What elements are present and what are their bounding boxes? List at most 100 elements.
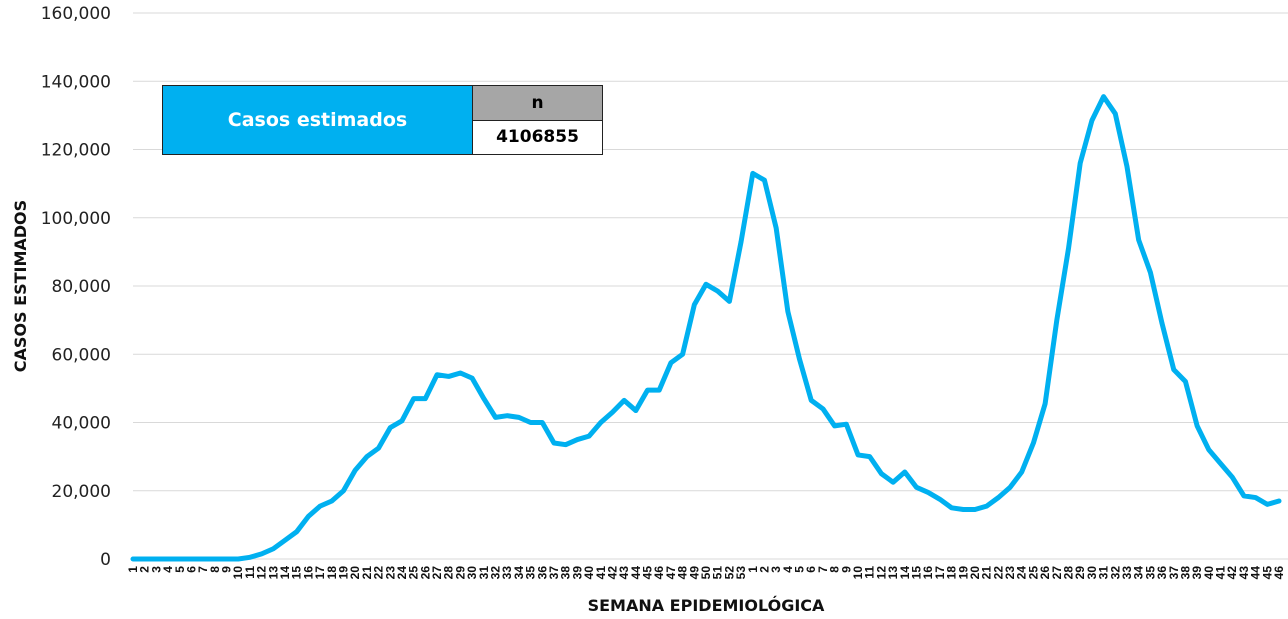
x-tick-label: 30 xyxy=(465,566,479,580)
x-tick-label: 18 xyxy=(325,566,339,580)
x-tick-label: 17 xyxy=(933,566,947,580)
x-tick-label: 26 xyxy=(418,566,432,580)
x-tick-label: 20 xyxy=(348,566,362,580)
x-tick-label: 45 xyxy=(1260,566,1274,580)
x-tick-label: 38 xyxy=(559,566,573,580)
x-tick-label: 15 xyxy=(909,566,923,580)
x-tick-label: 1 xyxy=(746,566,760,573)
x-tick-label: 7 xyxy=(196,566,210,573)
x-tick-label: 25 xyxy=(1026,566,1040,580)
x-tick-label: 36 xyxy=(535,566,549,580)
x-tick-label: 42 xyxy=(605,566,619,580)
x-tick-label: 22 xyxy=(372,566,386,580)
x-tick-label: 5 xyxy=(793,566,807,573)
x-tick-label: 32 xyxy=(489,566,503,580)
y-tick-label: 160,000 xyxy=(41,4,111,24)
x-tick-label: 10 xyxy=(231,566,245,580)
x-tick-label: 33 xyxy=(500,566,514,580)
y-tick-label: 20,000 xyxy=(52,482,111,502)
info-n-value: 4106855 xyxy=(472,119,603,155)
info-label: Casos estimados xyxy=(162,85,473,155)
x-tick-label: 31 xyxy=(477,566,491,580)
x-tick-label: 25 xyxy=(407,566,421,580)
x-tick-label: 4 xyxy=(161,566,175,573)
y-tick-label: 140,000 xyxy=(41,72,111,92)
x-tick-label: 37 xyxy=(1167,566,1181,580)
x-tick-label: 9 xyxy=(220,566,234,573)
x-tick-label: 46 xyxy=(1272,566,1286,580)
x-tick-label: 29 xyxy=(453,566,467,580)
x-tick-label: 7 xyxy=(816,566,830,573)
y-tick-label: 60,000 xyxy=(52,345,111,365)
x-tick-label: 41 xyxy=(1214,566,1228,580)
x-tick-label: 12 xyxy=(255,566,269,580)
x-tick-label: 15 xyxy=(290,566,304,580)
x-tick-label: 3 xyxy=(149,566,163,573)
x-tick-label: 9 xyxy=(839,566,853,573)
x-tick-label: 37 xyxy=(547,566,561,580)
x-tick-label: 10 xyxy=(851,566,865,580)
x-tick-label: 19 xyxy=(956,566,970,580)
x-tick-label: 13 xyxy=(266,566,280,580)
x-tick-label: 47 xyxy=(664,566,678,580)
y-tick-label: 80,000 xyxy=(52,277,111,297)
x-tick-label: 45 xyxy=(641,566,655,580)
x-tick-label: 19 xyxy=(336,566,350,580)
x-tick-label: 14 xyxy=(278,566,292,580)
x-tick-label: 31 xyxy=(1097,566,1111,580)
x-tick-label: 8 xyxy=(208,566,222,573)
y-axis-title: CASOS ESTIMADOS xyxy=(11,200,30,372)
x-tick-label: 3 xyxy=(769,566,783,573)
x-tick-label: 20 xyxy=(968,566,982,580)
x-tick-label: 44 xyxy=(1249,566,1263,580)
x-tick-label: 50 xyxy=(699,566,713,580)
x-tick-label: 23 xyxy=(1003,566,1017,580)
x-tick-label: 28 xyxy=(1062,566,1076,580)
x-tick-label: 35 xyxy=(1143,566,1157,580)
x-tick-label: 40 xyxy=(582,566,596,580)
x-tick-label: 11 xyxy=(243,566,257,579)
x-tick-label: 51 xyxy=(711,566,725,580)
x-tick-label: 43 xyxy=(1237,566,1251,580)
x-tick-label: 14 xyxy=(898,566,912,580)
x-tick-label: 34 xyxy=(1132,566,1146,580)
x-tick-label: 12 xyxy=(874,566,888,580)
y-tick-label: 120,000 xyxy=(41,141,111,161)
x-tick-label: 8 xyxy=(828,566,842,573)
x-tick-label: 48 xyxy=(676,566,690,580)
x-tick-label: 46 xyxy=(652,566,666,580)
x-tick-label: 27 xyxy=(1050,566,1064,580)
y-tick-label: 100,000 xyxy=(41,209,111,229)
x-tick-label: 53 xyxy=(734,566,748,580)
info-table: Casos estimados n 4106855 xyxy=(162,85,603,155)
x-tick-label: 32 xyxy=(1108,566,1122,580)
x-tick-label: 13 xyxy=(886,566,900,580)
x-tick-label: 26 xyxy=(1038,566,1052,580)
x-tick-label: 35 xyxy=(524,566,538,580)
x-tick-label: 23 xyxy=(383,566,397,580)
x-tick-label: 6 xyxy=(804,566,818,573)
x-tick-label: 2 xyxy=(757,566,771,573)
x-tick-label: 2 xyxy=(138,566,152,573)
x-tick-label: 17 xyxy=(313,566,327,580)
x-tick-label: 49 xyxy=(687,566,701,580)
x-tick-label: 22 xyxy=(991,566,1005,580)
x-tick-label: 44 xyxy=(629,566,643,580)
x-tick-label: 24 xyxy=(1015,566,1029,580)
x-axis-title: SEMANA EPIDEMIOLÓGICA xyxy=(588,596,825,615)
x-tick-label: 30 xyxy=(1085,566,1099,580)
x-tick-label: 21 xyxy=(980,566,994,580)
x-tick-label: 42 xyxy=(1225,566,1239,580)
x-axis-ticks: 1234567891011121314151617181920212223242… xyxy=(126,566,1286,580)
y-axis-ticks: 0 20,000 40,000 60,000 80,000 100,000 120,000 1… xyxy=(41,4,111,570)
x-tick-label: 18 xyxy=(945,566,959,580)
x-tick-label: 39 xyxy=(570,566,584,580)
x-tick-label: 40 xyxy=(1202,566,1216,580)
x-tick-label: 24 xyxy=(395,566,409,580)
x-tick-label: 34 xyxy=(512,566,526,580)
x-tick-label: 38 xyxy=(1178,566,1192,580)
info-n-header: n xyxy=(472,85,603,121)
x-tick-label: 6 xyxy=(184,566,198,573)
x-tick-label: 41 xyxy=(594,566,608,580)
